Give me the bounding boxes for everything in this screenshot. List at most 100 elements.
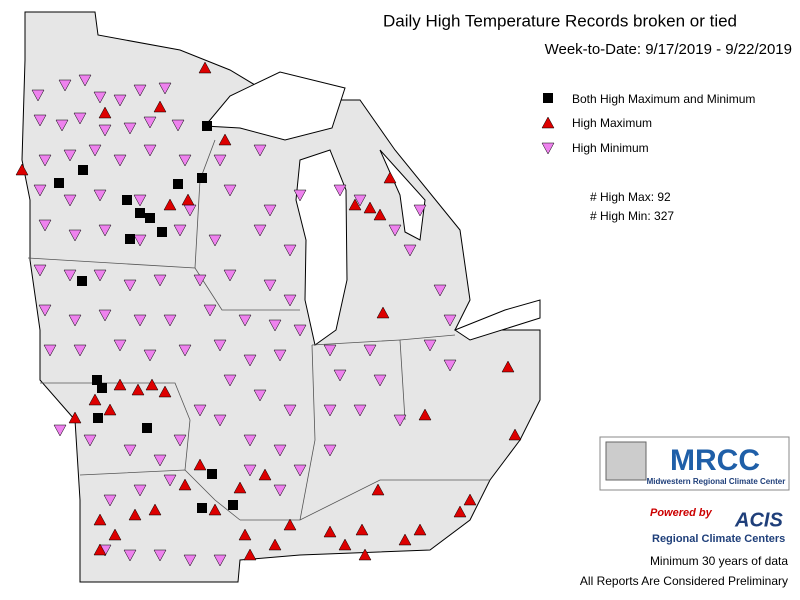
high-max-marker [163,198,177,211]
high-min-marker [223,374,237,387]
both-marker [77,276,87,286]
legend-label: High Minimum [572,141,649,155]
high-min-marker [38,304,52,317]
high-min-marker [53,424,67,437]
high-min-marker [153,274,167,287]
high-min-marker [133,194,147,207]
high-min-marker [293,324,307,337]
state-line [399,334,456,341]
high-min-marker [153,454,167,467]
high-min-marker [253,224,267,237]
high-min-marker [323,344,337,357]
high-max-marker [338,538,352,551]
lake-superior [203,71,346,141]
state-line [40,382,191,471]
high-min-marker [403,244,417,257]
state-line [299,344,316,521]
high-min-marker [363,344,377,357]
state-line [240,479,490,521]
high-min-marker [213,414,227,427]
both-marker [93,413,103,423]
high-max-marker [501,360,515,373]
stat: # High Min: 327 [590,209,674,223]
stat-value: 327 [654,209,674,223]
high-min-marker [133,234,147,247]
high-min-marker [113,339,127,352]
high-min-marker [373,374,387,387]
both-marker [207,469,217,479]
high-min-marker [38,154,52,167]
high-min-marker [433,284,447,297]
high-min-marker [33,264,47,277]
state-line [27,257,300,311]
high-max-marker [181,193,195,206]
both-marker [125,234,135,244]
powered-by: Powered by [650,507,713,519]
acis-text: ACIS [734,509,783,531]
high-min-marker [213,554,227,567]
high-min-marker [33,114,47,127]
high-min-marker [393,414,407,427]
high-max-marker [238,528,252,541]
high-min-marker [243,464,257,477]
high-min-marker [123,279,137,292]
both-marker [54,178,64,188]
high-min-marker [143,349,157,362]
high-min-marker [423,339,437,352]
high-min-marker [273,349,287,362]
legend-symbol [541,116,555,129]
legend-label: High Maximum [572,116,652,130]
high-min-marker [93,189,107,202]
mrcc-text: MRCC [670,444,760,477]
high-min-marker [133,314,147,327]
high-min-marker [263,279,277,292]
high-max-marker [376,306,390,319]
high-min-marker [93,269,107,282]
footer-note: Minimum 30 years of data [650,554,788,568]
high-max-marker [371,483,385,496]
legend-symbol [541,142,555,155]
lake-huron [379,149,426,241]
high-min-marker [253,144,267,157]
high-max-marker [358,548,372,561]
high-min-marker [173,224,187,237]
state-lines [27,139,490,521]
high-max-marker [355,523,369,536]
both-marker [157,227,167,237]
high-max-marker [243,548,257,561]
high-max-marker [68,411,82,424]
high-min-marker [123,122,137,135]
high-min-marker [263,204,277,217]
high-min-marker [283,294,297,307]
high-min-marker [388,224,402,237]
both-marker [173,179,183,189]
high-max-marker [418,408,432,421]
high-max-marker [93,513,107,526]
high-max-marker [178,478,192,491]
high-min-marker [273,444,287,457]
subtitle: Week-to-Date: 9/17/2019 - 9/22/2019 [545,41,792,58]
high-max-marker [113,378,127,391]
both-marker [97,383,107,393]
high-max-marker [283,518,297,531]
high-min-marker [31,89,45,102]
acis-name: Regional Climate Centers [652,533,785,545]
stat: # High Max: 92 [590,190,671,204]
high-min-marker [283,404,297,417]
both-marker [228,500,238,510]
high-min-marker [178,344,192,357]
high-min-marker [88,144,102,157]
high-min-marker [333,369,347,382]
stat-label: # High Max: [590,190,654,204]
high-max-marker [158,385,172,398]
high-min-marker [323,444,337,457]
mrcc-name: Midwestern Regional Climate Center [647,477,786,486]
high-min-marker [83,434,97,447]
high-min-marker [163,474,177,487]
high-min-marker [158,82,172,95]
high-min-marker [153,549,167,562]
high-max-marker [131,383,145,396]
high-max-marker [268,538,282,551]
both-marker [197,503,207,513]
